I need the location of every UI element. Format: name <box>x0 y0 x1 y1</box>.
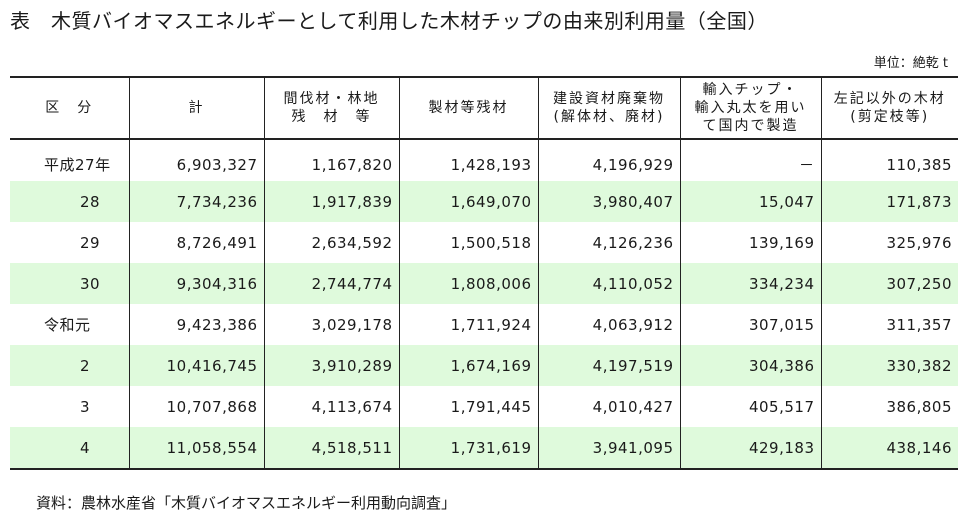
cell-other: 307,250 <box>820 263 958 304</box>
cell-construction: 3,941,095 <box>537 427 680 470</box>
cell-imported: 405,517 <box>679 386 821 427</box>
cell-thinning: 1,167,820 <box>263 139 399 181</box>
biomass-chip-table: 区 分 計 間伐材・林地 残 材 等 製材等残材 建設資材廃棄物 (解体材、廃材… <box>10 76 958 470</box>
unit-label: 単位：絶乾 t <box>873 56 948 71</box>
cell-construction: 4,063,912 <box>537 304 680 345</box>
cell-thinning: 4,113,674 <box>263 386 399 427</box>
cell-other: 438,146 <box>820 427 958 470</box>
cell-imported: 139,169 <box>679 222 821 263</box>
cell-total: 7,734,236 <box>128 181 264 222</box>
cell-thinning: 2,744,774 <box>263 263 399 304</box>
table-row: 29 8,726,491 2,634,592 1,500,518 4,126,2… <box>10 222 958 263</box>
cell-total: 11,058,554 <box>128 427 264 470</box>
table-row: 28 7,734,236 1,917,839 1,649,070 3,980,4… <box>10 181 958 222</box>
header-construction: 建設資材廃棄物 (解体材、廃材) <box>537 76 680 140</box>
table-row: 平成27年 6,903,327 1,167,820 1,428,193 4,19… <box>10 139 958 181</box>
cell-construction: 4,010,427 <box>537 386 680 427</box>
header-category: 区 分 <box>10 76 129 140</box>
table-title: 表 木質バイオマスエネルギーとして利用した木材チップの由来別利用量（全国） <box>10 9 768 33</box>
cell-other: 386,805 <box>820 386 958 427</box>
cell-imported: 334,234 <box>679 263 821 304</box>
row-label: 令和元 <box>44 316 91 334</box>
cell-construction: 3,980,407 <box>537 181 680 222</box>
cell-other: 110,385 <box>820 139 958 181</box>
header-row: 区 分 計 間伐材・林地 残 材 等 製材等残材 建設資材廃棄物 (解体材、廃材… <box>10 76 958 140</box>
cell-sawmill: 1,649,070 <box>398 181 538 222</box>
cell-construction: 4,197,519 <box>537 345 680 386</box>
table-row: 30 9,304,316 2,744,774 1,808,006 4,110,0… <box>10 263 958 304</box>
cell-other: 171,873 <box>820 181 958 222</box>
row-label: 4 <box>10 427 129 470</box>
row-label: 29 <box>80 233 101 252</box>
cell-total: 9,304,316 <box>128 263 264 304</box>
cell-sawmill: 1,428,193 <box>398 139 538 181</box>
cell-imported: 307,015 <box>679 304 821 345</box>
cell-other: 311,357 <box>820 304 958 345</box>
cell-total: 6,903,327 <box>128 139 264 181</box>
cell-total: 10,707,868 <box>128 386 264 427</box>
cell-other: 330,382 <box>820 345 958 386</box>
row-label: 2 <box>10 345 129 386</box>
cell-imported: 304,386 <box>679 345 821 386</box>
cell-construction: 4,126,236 <box>537 222 680 263</box>
cell-imported: － <box>679 139 821 181</box>
header-sawmill: 製材等残材 <box>398 76 538 140</box>
header-other: 左記以外の木材 (剪定枝等) <box>820 76 958 140</box>
row-label: 30 <box>10 263 129 304</box>
cell-construction: 4,196,929 <box>537 139 680 181</box>
cell-sawmill: 1,711,924 <box>398 304 538 345</box>
cell-total: 8,726,491 <box>128 222 264 263</box>
source-note: 資料：農林水産省「木質バイオマスエネルギー利用動向調査」 <box>36 494 457 512</box>
row-label: 28 <box>10 181 129 222</box>
table-row: 3 10,707,868 4,113,674 1,791,445 4,010,4… <box>10 386 958 427</box>
table-row: 4 11,058,554 4,518,511 1,731,619 3,941,0… <box>10 427 958 470</box>
cell-thinning: 3,910,289 <box>263 345 399 386</box>
cell-construction: 4,110,052 <box>537 263 680 304</box>
row-label: 平成27年 <box>44 156 111 174</box>
header-thinning: 間伐材・林地 残 材 等 <box>263 76 399 140</box>
cell-thinning: 4,518,511 <box>263 427 399 470</box>
header-imported: 輸入チップ・ 輸入丸太を用い て国内で製造 <box>679 76 821 140</box>
cell-sawmill: 1,791,445 <box>398 386 538 427</box>
cell-sawmill: 1,674,169 <box>398 345 538 386</box>
cell-other: 325,976 <box>820 222 958 263</box>
cell-sawmill: 1,500,518 <box>398 222 538 263</box>
cell-total: 10,416,745 <box>128 345 264 386</box>
cell-thinning: 1,917,839 <box>263 181 399 222</box>
cell-thinning: 3,029,178 <box>263 304 399 345</box>
cell-thinning: 2,634,592 <box>263 222 399 263</box>
row-label: 3 <box>80 397 91 416</box>
table-row: 令和元 9,423,386 3,029,178 1,711,924 4,063,… <box>10 304 958 345</box>
cell-imported: 429,183 <box>679 427 821 470</box>
cell-sawmill: 1,731,619 <box>398 427 538 470</box>
cell-total: 9,423,386 <box>128 304 264 345</box>
header-total: 計 <box>128 76 264 140</box>
table-row: 2 10,416,745 3,910,289 1,674,169 4,197,5… <box>10 345 958 386</box>
cell-sawmill: 1,808,006 <box>398 263 538 304</box>
cell-imported: 15,047 <box>679 181 821 222</box>
